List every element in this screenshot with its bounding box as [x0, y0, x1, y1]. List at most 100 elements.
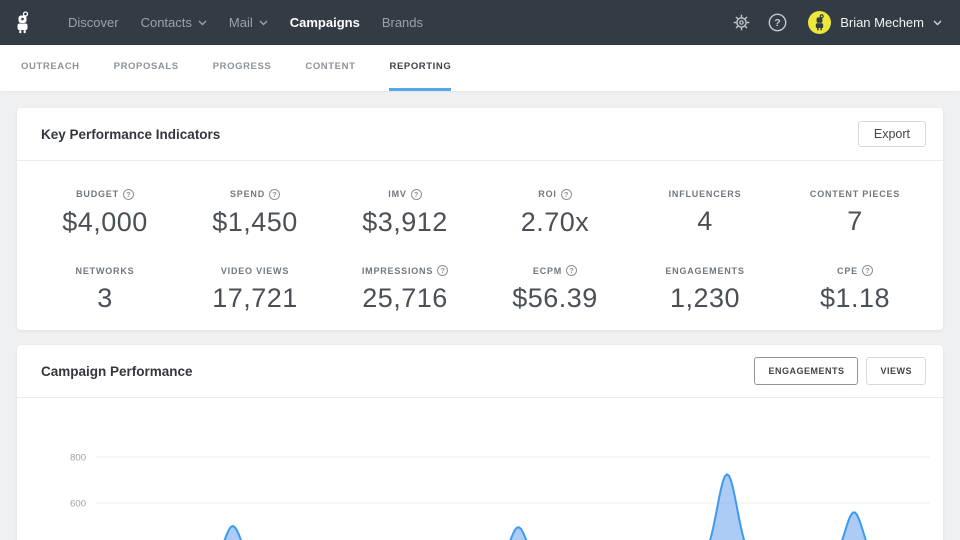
- kpi-label-text: ECPM: [532, 265, 563, 276]
- tab-content[interactable]: CONTENT: [305, 61, 356, 72]
- kpi-label-text: NETWORKS: [75, 265, 135, 276]
- performance-card-header: Campaign Performance ENGAGEMENTS VIEWS: [17, 345, 943, 398]
- topnav-item-label: Discover: [68, 15, 119, 30]
- topnav-item-mail[interactable]: Mail: [218, 0, 279, 45]
- kpi-item-ecpm: ECPM? $56.39: [480, 261, 630, 315]
- kpi-item-impressions: IMPRESSIONS? 25,716: [330, 261, 480, 315]
- avatar: [808, 11, 832, 34]
- help-icon[interactable]: ?: [410, 188, 422, 200]
- gear-icon: [733, 14, 749, 31]
- user-name: Brian Mechem: [840, 15, 924, 30]
- topbar-right: ? Brian Mechem: [730, 11, 942, 34]
- topnav-item-discover[interactable]: Discover: [57, 0, 130, 45]
- campaign-performance-card: Campaign Performance ENGAGEMENTS VIEWS 80…: [17, 345, 943, 540]
- performance-card-title: Campaign Performance: [41, 363, 193, 379]
- kpi-label-text: VIDEO VIEWS: [220, 265, 290, 276]
- chevron-down-icon: [198, 20, 207, 25]
- kpi-value: 3: [97, 282, 113, 313]
- kpi-value: 7: [847, 206, 863, 236]
- top-navigation-bar: Discover Contacts Mail Campaigns Brands: [0, 0, 960, 45]
- user-menu[interactable]: Brian Mechem: [808, 11, 942, 34]
- kpi-value: 2.70x: [520, 206, 590, 237]
- topnav-item-label: Mail: [228, 15, 253, 30]
- kpi-card-title: Key Performance Indicators: [41, 126, 221, 142]
- kpi-item-networks: NETWORKS 3: [30, 261, 180, 315]
- kpi-label-text: INFLUENCERS: [668, 189, 742, 199]
- topnav-items: Discover Contacts Mail Campaigns Brands: [57, 0, 434, 45]
- grin-mascot-icon: [17, 11, 29, 34]
- kpi-label: CONTENT PIECES: [810, 189, 900, 199]
- kpi-item-influencers: INFLUENCERS 4: [630, 184, 780, 238]
- help-icon[interactable]: ?: [269, 188, 280, 200]
- grin-logo[interactable]: [14, 11, 31, 34]
- kpi-label: NETWORKS: [76, 266, 135, 276]
- topnav-item-campaigns[interactable]: Campaigns: [279, 0, 371, 45]
- kpi-label: ECPM?: [532, 265, 578, 276]
- settings-button[interactable]: [730, 12, 752, 34]
- help-button[interactable]: ?: [766, 12, 788, 34]
- tab-outreach[interactable]: OUTREACH: [21, 61, 80, 72]
- kpi-label-text: CONTENT PIECES: [809, 189, 901, 199]
- kpi-card-header: Key Performance Indicators Export: [17, 108, 943, 161]
- kpi-value: $1,450: [212, 206, 298, 237]
- kpi-item-cpe: CPE? $1.18: [780, 261, 930, 315]
- kpi-label: INFLUENCERS: [669, 189, 742, 199]
- kpi-label-text: IMPRESSIONS: [361, 265, 434, 276]
- kpi-item-budget: BUDGET? $4,000: [30, 184, 180, 238]
- help-icon[interactable]: ?: [437, 265, 449, 276]
- help-icon[interactable]: ?: [566, 265, 578, 276]
- kpi-value: $1.18: [819, 283, 891, 313]
- kpi-label: IMV?: [388, 188, 422, 200]
- campaign-performance-chart: 800 600: [70, 453, 930, 540]
- kpi-item-roi: ROI? 2.70x: [480, 184, 630, 238]
- tab-proposals[interactable]: PROPOSALS: [113, 61, 179, 72]
- kpi-label: BUDGET?: [76, 188, 134, 200]
- help-icon[interactable]: ?: [861, 265, 873, 276]
- kpi-label: CPE?: [837, 265, 873, 276]
- kpi-item-engagements: ENGAGEMENTS 1,230: [630, 261, 780, 315]
- help-icon[interactable]: ?: [122, 188, 134, 200]
- views-toggle-button[interactable]: VIEWS: [866, 357, 926, 385]
- chart-area: 800 600: [17, 398, 943, 540]
- kpi-value: 25,716: [362, 283, 448, 313]
- export-button[interactable]: Export: [857, 121, 926, 147]
- help-icon[interactable]: ?: [560, 188, 572, 200]
- kpi-label-text: ENGAGEMENTS: [665, 265, 745, 276]
- kpi-grid: BUDGET? $4,000 SPEND? $1,450 IMV? $3,912 ROI? 2…: [17, 161, 943, 314]
- chevron-down-icon: [933, 20, 942, 25]
- question-circle-icon: ?: [768, 13, 787, 32]
- kpi-label-text: IMV: [388, 189, 407, 199]
- tab-progress[interactable]: PROGRESS: [212, 61, 272, 72]
- kpi-value: $56.39: [512, 283, 598, 313]
- kpi-label-text: SPEND: [229, 189, 265, 199]
- chevron-down-icon: [259, 20, 268, 25]
- topnav-item-contacts[interactable]: Contacts: [130, 0, 218, 45]
- kpi-label: VIDEO VIEWS: [221, 266, 289, 276]
- kpi-value: $4,000: [62, 206, 148, 237]
- kpi-label: ROI?: [538, 188, 572, 200]
- topnav-item-label: Contacts: [140, 15, 192, 30]
- avatar-mascot-icon: [815, 14, 824, 31]
- kpi-item-spend: SPEND? $1,450: [180, 184, 330, 238]
- svg-text:?: ?: [774, 17, 780, 29]
- main-content: Key Performance Indicators Export BUDGET…: [0, 91, 960, 540]
- engagements-toggle-button[interactable]: ENGAGEMENTS: [754, 357, 859, 385]
- y-axis-tick-label: 800: [70, 453, 86, 464]
- kpi-label: ENGAGEMENTS: [665, 266, 744, 276]
- topnav-item-brands[interactable]: Brands: [371, 0, 434, 45]
- campaign-section-tabs: OUTREACH PROPOSALS PROGRESS CONTENT REPORTIN…: [0, 45, 960, 91]
- kpi-label-text: BUDGET: [76, 189, 119, 199]
- kpi-label: IMPRESSIONS?: [361, 265, 449, 276]
- kpi-value: 17,721: [212, 282, 298, 313]
- kpi-item-imv: IMV? $3,912: [330, 184, 480, 238]
- kpi-value: $3,912: [362, 206, 448, 237]
- topnav-item-label: Campaigns: [289, 15, 360, 30]
- kpi-item-video-views: VIDEO VIEWS 17,721: [180, 261, 330, 315]
- kpi-card: Key Performance Indicators Export BUDGET…: [17, 108, 943, 330]
- kpi-value: 1,230: [669, 282, 741, 313]
- topnav-item-label: Brands: [381, 15, 424, 30]
- engagements-area-series: [223, 473, 867, 540]
- kpi-label-text: CPE: [837, 265, 858, 276]
- tab-reporting[interactable]: REPORTING: [389, 45, 452, 91]
- kpi-item-content-pieces: CONTENT PIECES 7: [780, 184, 930, 238]
